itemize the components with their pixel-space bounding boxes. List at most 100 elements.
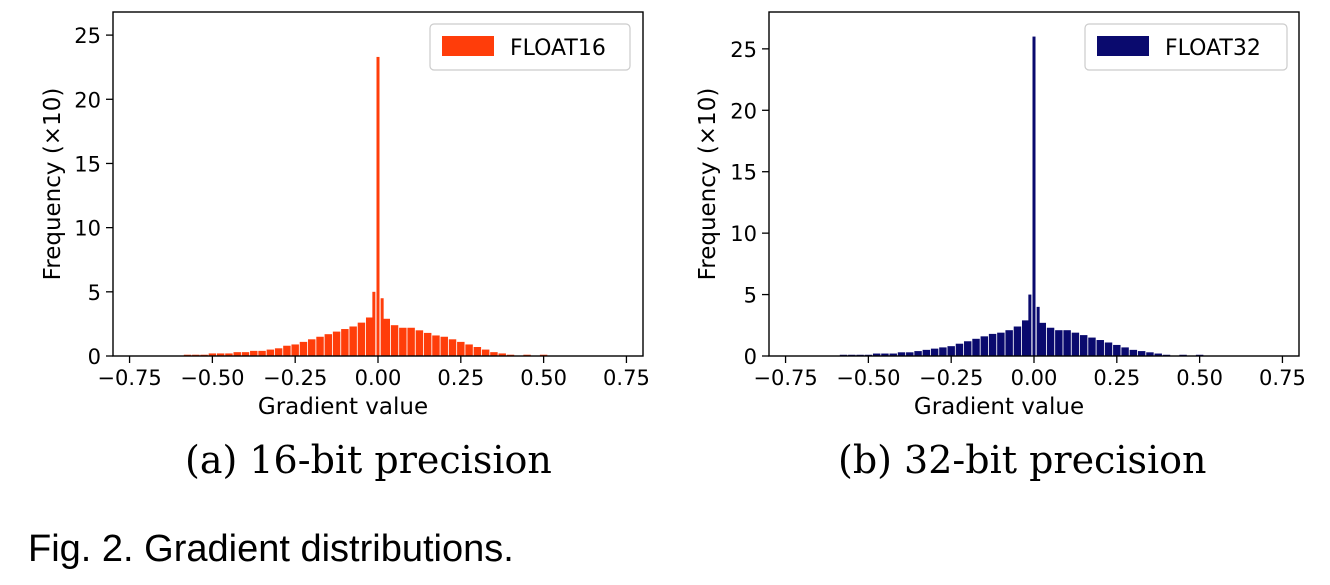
histogram-bar [349, 326, 357, 356]
histogram-bar [415, 330, 424, 356]
histogram-bar [216, 353, 225, 356]
histogram-bar [964, 341, 972, 356]
histogram-bar [1038, 322, 1046, 356]
figure-caption: Fig. 2. Gradient distributions. [28, 528, 514, 570]
y-tick-label: 0 [744, 345, 757, 369]
x-tick-label: 0.50 [520, 366, 567, 390]
y-tick-label: 20 [74, 88, 101, 112]
legend: FLOAT16 [429, 23, 631, 71]
x-tick-label: −0.25 [263, 366, 327, 390]
legend-label: FLOAT32 [1165, 36, 1261, 61]
histogram-bar [1046, 327, 1055, 356]
histogram-bar [930, 348, 939, 356]
y-tick-label: 5 [88, 281, 101, 305]
histogram-bar [1096, 340, 1104, 356]
histogram-bar [407, 327, 415, 356]
y-tick-label: 25 [730, 38, 757, 62]
y-tick-label: 10 [74, 217, 101, 241]
histogram-bar [881, 353, 889, 356]
histogram-bar [1154, 353, 1162, 356]
x-axis-label: Gradient value [258, 394, 428, 420]
x-tick-label: 0.00 [1011, 366, 1058, 390]
histogram-bar [440, 336, 448, 356]
histogram-bar [897, 352, 906, 356]
legend-box [429, 23, 631, 71]
histogram-bar [382, 318, 390, 356]
histogram-bar [939, 347, 947, 356]
histogram-bar [481, 349, 490, 356]
y-tick-label: 15 [730, 161, 757, 185]
histogram-bar [233, 352, 241, 356]
histogram-bar [1021, 320, 1030, 356]
histogram-bar [357, 322, 366, 356]
histogram-bar [1104, 342, 1113, 356]
histogram-bar [1146, 352, 1154, 356]
x-tick-label: 0.00 [355, 366, 402, 390]
x-tick-label: −0.50 [836, 366, 900, 390]
subcaption-b: (b) 32-bit precision [838, 438, 1207, 482]
chart-panel-a: −0.75 −0.50 −0.25 0.00 0.25 0.50 0.75 0 5 10 15 20 2… [40, 11, 650, 420]
histogram-bar [208, 353, 217, 356]
legend: FLOAT32 [1084, 23, 1288, 71]
histogram-bar [872, 353, 881, 356]
histogram-bar [1055, 330, 1063, 356]
y-tick-label: 0 [88, 345, 101, 369]
x-tick-label: 0.75 [1259, 366, 1306, 390]
legend-label: FLOAT16 [510, 36, 606, 61]
y-axis-label: Frequency (×10) [695, 88, 721, 281]
y-tick-label: 15 [74, 152, 101, 176]
histogram-bar [465, 344, 473, 356]
histogram-bar [988, 333, 997, 356]
histogram-bar [390, 325, 399, 356]
x-tick-label: −0.25 [919, 366, 983, 390]
histogram-bar [250, 350, 258, 356]
y-tick-label: 5 [744, 284, 757, 308]
histogram-bar [906, 352, 914, 356]
legend-swatch [1097, 36, 1149, 56]
histogram-bar [980, 336, 989, 356]
histogram-bar [332, 331, 341, 356]
histogram-bar [457, 341, 465, 356]
histogram-bar [1013, 326, 1022, 356]
histogram-bar [372, 291, 376, 356]
histogram-bar [448, 339, 457, 356]
legend-swatch [442, 36, 494, 56]
histogram-bar [498, 353, 506, 356]
histogram-bar [1137, 351, 1146, 356]
histogram-bar [376, 56, 380, 357]
x-axis-label: Gradient value [914, 394, 1084, 420]
histogram-bar [266, 349, 275, 356]
histogram-bar [1071, 332, 1080, 356]
legend-box [1084, 23, 1288, 71]
x-tick-label: 0.75 [603, 366, 650, 390]
histogram-bar [365, 317, 374, 356]
x-tick-label: 0.50 [1176, 366, 1223, 390]
histogram-bar [1005, 330, 1013, 356]
y-axis-label: Frequency (×10) [40, 88, 66, 281]
x-tick-label: −0.75 [97, 366, 161, 390]
histogram-bar [299, 341, 308, 356]
histogram-bar [1063, 330, 1071, 356]
histogram-bar [1032, 36, 1036, 356]
histogram-bar [914, 351, 922, 356]
histogram-bar [1129, 349, 1138, 356]
x-tick-label: 0.25 [437, 366, 484, 390]
bars-group [183, 56, 548, 357]
histogram-bar [490, 352, 498, 356]
x-tick-label: −0.75 [753, 366, 817, 390]
histogram-bar [947, 346, 955, 356]
histogram-bar [283, 345, 291, 356]
histogram-bar [308, 339, 316, 356]
histogram-bar [241, 352, 250, 356]
chart-panel-b: −0.75 −0.50 −0.25 0.00 0.25 0.50 0.75 0 5 10 15 20 2… [695, 11, 1306, 420]
histogram-bar [1036, 306, 1040, 356]
histogram-bar [1079, 335, 1088, 356]
x-tick-label: 0.25 [1093, 366, 1140, 390]
histogram-bar [1121, 347, 1129, 356]
histogram-bar [316, 336, 324, 356]
x-tick-label: −0.50 [180, 366, 244, 390]
histogram-bar [1088, 337, 1096, 356]
histogram-bar [225, 353, 233, 356]
histogram-bar [972, 338, 980, 356]
histogram-bar [1028, 294, 1032, 356]
